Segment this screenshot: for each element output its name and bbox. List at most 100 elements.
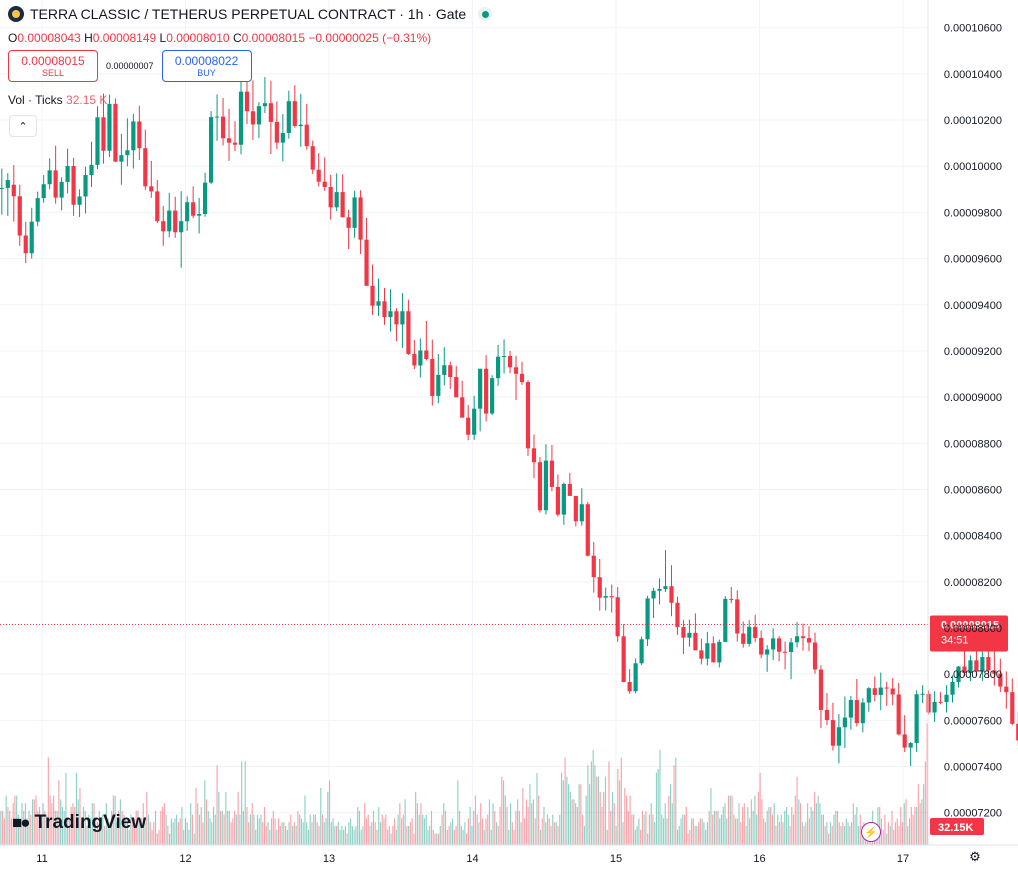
volume-bar xyxy=(743,803,745,845)
volume-bar xyxy=(21,803,23,845)
volume-bar xyxy=(193,833,195,845)
lightning-icon[interactable]: ⚡ xyxy=(861,822,881,842)
volume-bar xyxy=(142,803,144,845)
buy-button[interactable]: 0.00008022 BUY xyxy=(161,50,252,82)
volume-bar xyxy=(618,780,621,845)
volume-badge[interactable] xyxy=(930,818,984,835)
volume-bar xyxy=(592,750,594,845)
volume-bar xyxy=(453,829,455,845)
candle-body xyxy=(741,633,746,644)
volume-bar xyxy=(427,829,429,845)
candle-body xyxy=(155,191,160,222)
volume-bar xyxy=(161,807,164,845)
volume-bar xyxy=(780,814,782,845)
volume-bar xyxy=(773,803,775,845)
candle-body xyxy=(340,192,345,218)
low-label: L xyxy=(159,31,167,45)
volume-bar xyxy=(89,818,92,845)
candle-body xyxy=(370,285,375,306)
volume-bar xyxy=(109,822,111,845)
candle-body xyxy=(567,483,572,496)
tradingview-logo[interactable]: ■● TradingView xyxy=(12,812,146,834)
candle-body xyxy=(782,651,788,653)
volume-bar xyxy=(299,814,301,845)
volume-bar xyxy=(552,814,554,845)
symbol-title[interactable]: TERRA CLASSIC / TETHERUS PERPETUAL CONTR… xyxy=(30,6,467,22)
volume-bar xyxy=(386,829,389,845)
volume-bar xyxy=(647,833,649,845)
candle-body xyxy=(238,91,244,145)
volume-bar xyxy=(562,780,564,845)
sell-button[interactable]: 0.00008015 SELL xyxy=(8,50,98,82)
volume-bar xyxy=(441,814,443,845)
volume-bar xyxy=(146,791,148,845)
volume-bar xyxy=(926,723,928,845)
volume-bar xyxy=(451,818,454,845)
y-tick-label: 0.00010200 xyxy=(944,115,1002,127)
volume-bar xyxy=(921,799,923,845)
volume-legend[interactable]: Vol · Ticks 32.15 K xyxy=(8,93,107,107)
volume-bar xyxy=(692,818,694,845)
market-open-status-icon[interactable] xyxy=(478,7,493,21)
candle-body xyxy=(986,657,991,671)
volume-bar xyxy=(56,810,58,845)
candle-body xyxy=(908,742,913,748)
volume-bar xyxy=(536,772,538,845)
candle-body xyxy=(382,301,387,317)
volume-bar xyxy=(508,829,510,845)
time-axis[interactable]: 11 12 13 14 15 16 17 xyxy=(0,844,1018,865)
volume-bar xyxy=(469,807,471,845)
candle-body xyxy=(974,660,979,672)
x-tick-label: 11 xyxy=(36,853,47,865)
volume-bar xyxy=(717,810,719,845)
volume-bar xyxy=(393,818,396,845)
volume-bar xyxy=(5,795,7,845)
volume-bar xyxy=(905,799,907,845)
x-tick-label: 17 xyxy=(897,853,909,865)
volume-bar xyxy=(627,810,629,845)
volume-bar xyxy=(31,799,34,845)
volume-bar xyxy=(756,814,758,845)
candle-body xyxy=(1016,723,1018,741)
candle-body xyxy=(41,184,46,199)
candle-body xyxy=(17,196,22,236)
volume-bar xyxy=(272,810,274,845)
price-axis[interactable]: 0.00010600 0.00010400 0.00010200 0.00010000… xyxy=(927,0,1002,845)
volume-bar xyxy=(727,795,730,845)
volume-bar xyxy=(738,803,740,845)
volume-bar xyxy=(768,807,770,845)
volume-bar xyxy=(406,826,408,845)
volume-bar xyxy=(457,780,459,845)
volume-bar xyxy=(893,829,895,845)
volume-bar xyxy=(919,803,921,845)
volume-bar xyxy=(439,826,441,845)
settings-gear-icon[interactable]: ⚙ xyxy=(969,849,981,864)
volume-bar xyxy=(225,791,227,845)
candle-body xyxy=(723,598,728,642)
candle-body xyxy=(490,378,495,414)
candle-body xyxy=(436,374,441,396)
volume-bar xyxy=(880,818,883,845)
collapse-legend-button[interactable]: ⌃ xyxy=(9,115,37,137)
candle-body xyxy=(920,693,925,695)
volume-bar xyxy=(339,829,341,845)
candle-body xyxy=(107,103,112,151)
y-tick-label: 0.00007800 xyxy=(944,669,1002,681)
volume-bar xyxy=(559,814,561,845)
volume-bar xyxy=(517,799,519,845)
candle-body xyxy=(430,359,435,396)
volume-bar xyxy=(900,807,902,845)
candle-body xyxy=(878,687,883,695)
volume-bar xyxy=(750,799,752,845)
candle-body xyxy=(256,106,262,125)
volume-bar xyxy=(764,822,767,845)
volume-bar xyxy=(202,822,204,845)
volume-bar xyxy=(318,826,320,845)
volume-bar xyxy=(636,826,638,845)
volume-bar xyxy=(230,822,232,845)
volume-bar xyxy=(160,810,162,845)
volume-bar xyxy=(910,807,912,845)
last-price-badge[interactable] xyxy=(930,615,1008,652)
volume-bar xyxy=(372,810,375,845)
